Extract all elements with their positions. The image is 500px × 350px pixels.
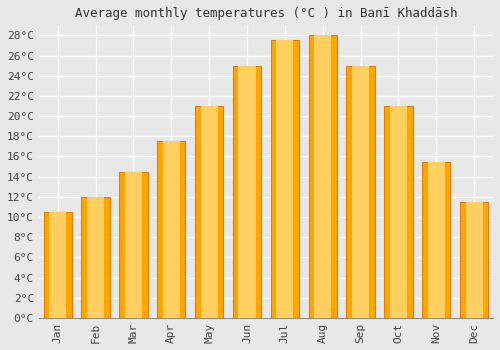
Bar xyxy=(49,212,66,318)
Bar xyxy=(119,172,148,318)
Bar xyxy=(87,197,104,318)
Bar xyxy=(276,40,293,318)
Bar xyxy=(390,106,407,318)
Bar xyxy=(352,66,369,318)
Title: Average monthly temperatures (°C ) in Banī Khaddāsh: Average monthly temperatures (°C ) in Ba… xyxy=(74,7,457,20)
Bar xyxy=(428,161,445,318)
Bar xyxy=(200,106,218,318)
Bar xyxy=(233,66,261,318)
Bar xyxy=(82,197,110,318)
Bar xyxy=(422,161,450,318)
Bar xyxy=(460,202,488,318)
Bar xyxy=(44,212,72,318)
Bar xyxy=(308,35,337,318)
Bar xyxy=(157,141,186,318)
Bar xyxy=(238,66,256,318)
Bar xyxy=(346,66,375,318)
Bar xyxy=(466,202,482,318)
Bar xyxy=(195,106,224,318)
Bar xyxy=(270,40,299,318)
Bar xyxy=(314,35,331,318)
Bar xyxy=(163,141,180,318)
Bar xyxy=(125,172,142,318)
Bar xyxy=(384,106,412,318)
